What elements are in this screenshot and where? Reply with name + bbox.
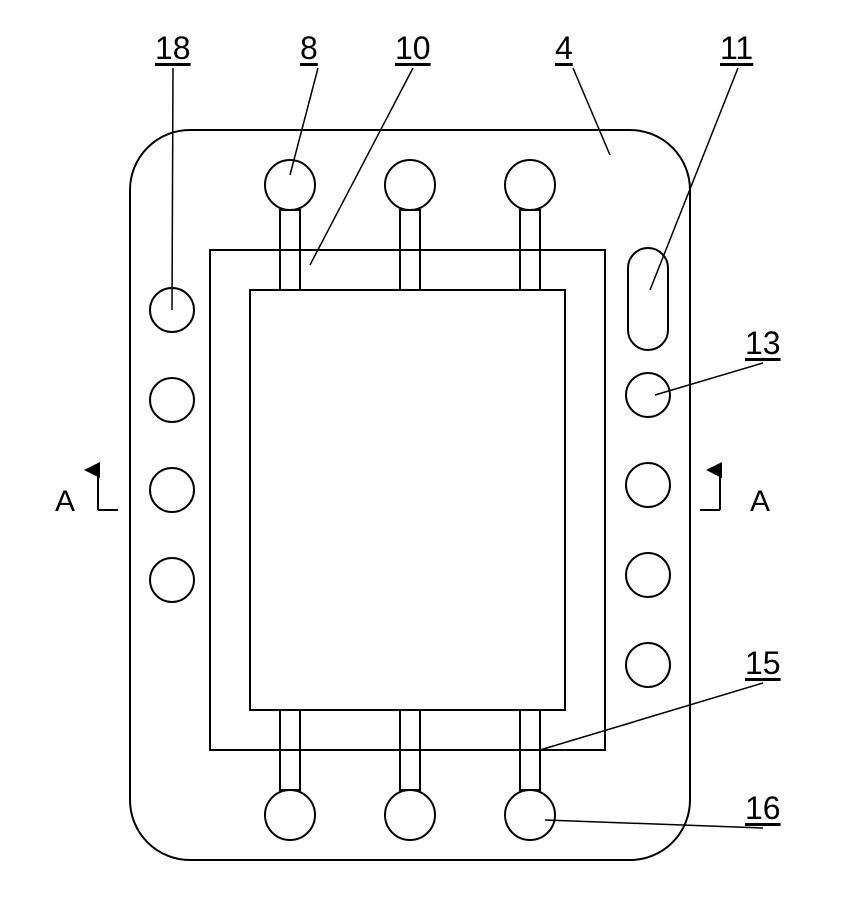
callout-label-18: 18 [155,30,191,67]
callout-label-8: 8 [300,30,318,67]
callout-label-13: 13 [745,325,781,362]
diagram-container [0,0,868,920]
callout-label-11: 11 [720,30,753,67]
section-marker-right: A [750,485,770,519]
callout-label-15: 15 [745,645,781,682]
callout-label-16: 16 [745,790,781,827]
callout-label-10: 10 [395,30,431,67]
section-marker-left: A [55,485,75,519]
diagram-svg [0,0,868,920]
callout-label-4: 4 [555,30,573,67]
